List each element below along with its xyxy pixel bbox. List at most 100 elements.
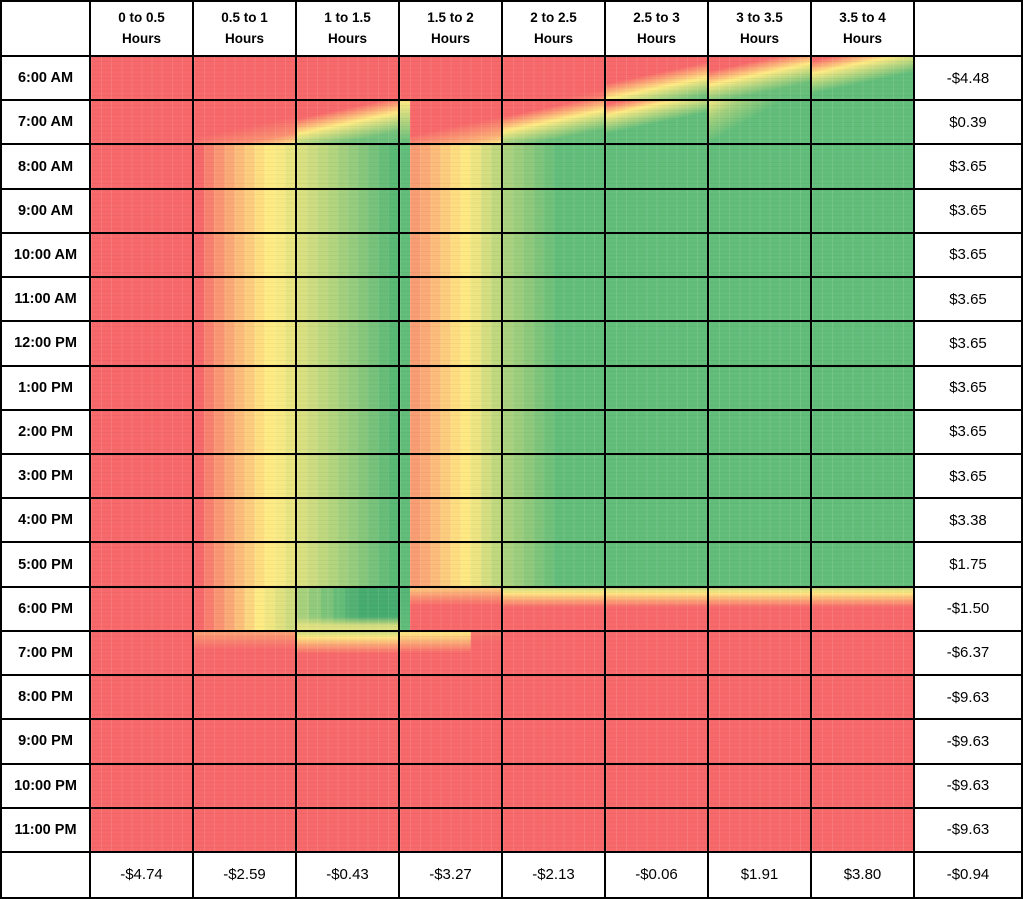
heat-cell[interactable]	[812, 499, 913, 542]
heat-cell[interactable]	[812, 57, 913, 100]
heat-cell[interactable]	[503, 587, 604, 630]
heat-cell[interactable]	[297, 720, 398, 763]
heat-cell[interactable]	[91, 676, 192, 719]
heat-cell[interactable]	[606, 366, 707, 409]
heat-cell[interactable]	[503, 631, 604, 675]
heat-cell[interactable]	[91, 322, 192, 365]
row-label-time[interactable]: 8:00 PM	[2, 676, 89, 719]
heat-cell[interactable]	[503, 189, 604, 232]
heat-cell[interactable]	[91, 808, 192, 851]
column-total[interactable]: -$2.59	[194, 852, 295, 897]
heat-cell[interactable]	[194, 322, 295, 365]
heat-cell[interactable]	[400, 499, 501, 542]
heat-cell[interactable]	[709, 543, 810, 586]
heat-cell[interactable]	[194, 366, 295, 409]
grand-total[interactable]: -$0.94	[915, 852, 1021, 897]
heat-cell[interactable]	[91, 720, 192, 763]
heat-cell[interactable]	[400, 808, 501, 851]
column-header-duration-7[interactable]: 3.5 to 4 Hours	[812, 2, 913, 55]
row-total[interactable]: -$4.48	[915, 57, 1021, 100]
row-total[interactable]: -$9.63	[915, 720, 1021, 763]
heat-cell[interactable]	[400, 587, 501, 630]
heat-cell[interactable]	[91, 543, 192, 586]
heat-cell[interactable]	[503, 499, 604, 542]
row-label-time[interactable]: 9:00 PM	[2, 720, 89, 763]
heat-cell[interactable]	[709, 322, 810, 365]
heat-cell[interactable]	[503, 720, 604, 763]
heat-cell[interactable]	[194, 808, 295, 851]
heat-cell[interactable]	[503, 676, 604, 719]
row-total[interactable]: -$9.63	[915, 764, 1021, 807]
heat-cell[interactable]	[606, 233, 707, 277]
heat-cell[interactable]	[812, 454, 913, 498]
column-header-duration-4[interactable]: 2 to 2.5 Hours	[503, 2, 604, 55]
heat-cell[interactable]	[812, 322, 913, 365]
heat-cell[interactable]	[503, 764, 604, 807]
heat-cell[interactable]	[503, 233, 604, 277]
column-total[interactable]: $3.80	[812, 852, 913, 897]
heat-cell[interactable]	[812, 587, 913, 630]
heat-cell[interactable]	[400, 366, 501, 409]
heat-cell[interactable]	[606, 101, 707, 144]
heat-cell[interactable]	[297, 322, 398, 365]
heat-cell[interactable]	[606, 454, 707, 498]
heat-cell[interactable]	[297, 233, 398, 277]
heat-cell[interactable]	[709, 366, 810, 409]
heat-cell[interactable]	[709, 631, 810, 675]
heat-cell[interactable]	[709, 587, 810, 630]
heat-cell[interactable]	[812, 676, 913, 719]
heat-cell[interactable]	[503, 543, 604, 586]
heat-cell[interactable]	[297, 631, 398, 675]
heat-cell[interactable]	[194, 676, 295, 719]
heat-cell[interactable]	[606, 808, 707, 851]
row-label-time[interactable]: 10:00 AM	[2, 233, 89, 277]
heat-cell[interactable]	[297, 676, 398, 719]
heat-cell[interactable]	[91, 454, 192, 498]
heat-cell[interactable]	[91, 233, 192, 277]
heat-cell[interactable]	[194, 233, 295, 277]
row-total[interactable]: $3.65	[915, 233, 1021, 277]
heat-cell[interactable]	[400, 322, 501, 365]
heat-cell[interactable]	[400, 57, 501, 100]
heat-cell[interactable]	[194, 499, 295, 542]
heat-cell[interactable]	[503, 410, 604, 453]
row-total[interactable]: $3.65	[915, 278, 1021, 321]
heat-cell[interactable]	[91, 57, 192, 100]
row-total[interactable]: $3.65	[915, 322, 1021, 365]
heat-cell[interactable]	[812, 278, 913, 321]
heat-cell[interactable]	[812, 189, 913, 232]
heat-cell[interactable]	[194, 101, 295, 144]
heat-cell[interactable]	[297, 543, 398, 586]
row-total[interactable]: $3.65	[915, 454, 1021, 498]
heat-cell[interactable]	[91, 499, 192, 542]
heat-cell[interactable]	[297, 189, 398, 232]
heat-cell[interactable]	[194, 278, 295, 321]
heat-cell[interactable]	[91, 587, 192, 630]
heat-cell[interactable]	[503, 454, 604, 498]
heat-cell[interactable]	[91, 145, 192, 188]
heat-cell[interactable]	[297, 410, 398, 453]
heat-cell[interactable]	[709, 499, 810, 542]
row-total[interactable]: -$9.63	[915, 676, 1021, 719]
heat-cell[interactable]	[812, 720, 913, 763]
heat-cell[interactable]	[812, 808, 913, 851]
row-label-time[interactable]: 11:00 AM	[2, 278, 89, 321]
heat-cell[interactable]	[400, 189, 501, 232]
column-total[interactable]: -$2.13	[503, 852, 604, 897]
heat-cell[interactable]	[709, 676, 810, 719]
column-total[interactable]: -$4.74	[91, 852, 192, 897]
row-total[interactable]: $3.65	[915, 145, 1021, 188]
row-total[interactable]: $3.65	[915, 410, 1021, 453]
heat-cell[interactable]	[297, 764, 398, 807]
row-total[interactable]: $3.38	[915, 499, 1021, 542]
heat-cell[interactable]	[812, 145, 913, 188]
row-total[interactable]: -$1.50	[915, 587, 1021, 630]
row-total[interactable]: $0.39	[915, 101, 1021, 144]
heat-cell[interactable]	[400, 454, 501, 498]
heat-cell[interactable]	[606, 676, 707, 719]
row-total[interactable]: $3.65	[915, 366, 1021, 409]
row-label-time[interactable]: 6:00 AM	[2, 57, 89, 100]
row-label-time[interactable]: 1:00 PM	[2, 366, 89, 409]
column-header-duration-2[interactable]: 1 to 1.5 Hours	[297, 2, 398, 55]
heat-cell[interactable]	[812, 366, 913, 409]
